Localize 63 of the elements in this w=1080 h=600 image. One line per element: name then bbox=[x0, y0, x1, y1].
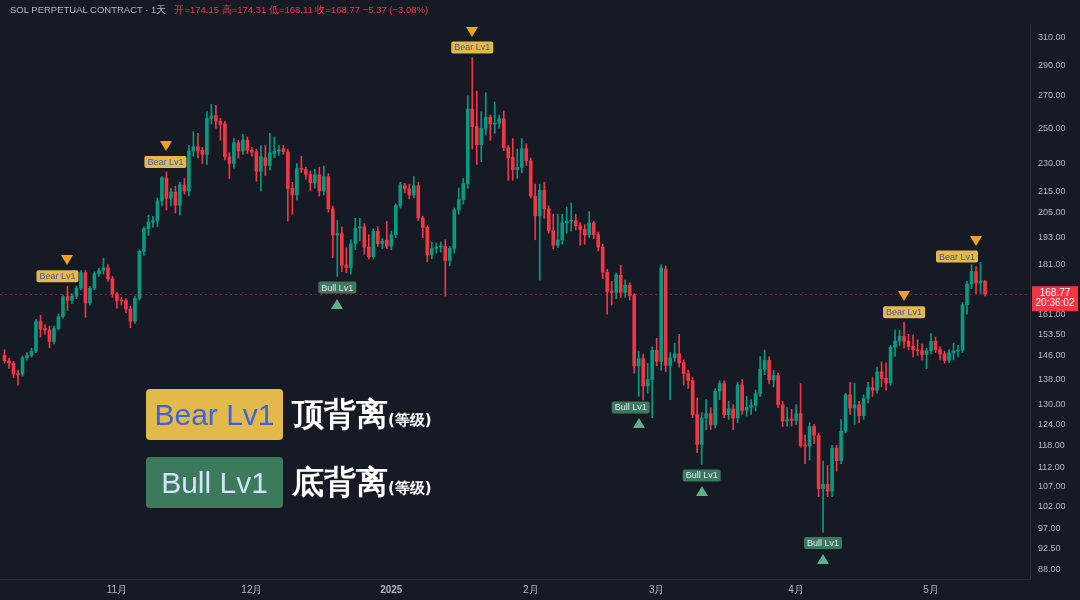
annotation: 底背离(等级) bbox=[292, 462, 432, 501]
annotation: Bear Lv1 bbox=[146, 389, 283, 440]
annotation: Bear Lv1 bbox=[939, 251, 976, 262]
candlestick bbox=[704, 399, 708, 430]
chart-subtitle: 开=174.15 高=174.31 低=168.11 收=168.77 −5.37 (−3.08%) bbox=[174, 4, 429, 15]
y-tick-label: 193.00 bbox=[1038, 232, 1066, 243]
annotation: Bull Lv1 bbox=[614, 402, 647, 413]
y-tick-label: 138.00 bbox=[1038, 373, 1066, 384]
x-tick-label: 2025 bbox=[380, 583, 403, 595]
candlestick bbox=[893, 329, 897, 357]
candlestick bbox=[668, 352, 673, 400]
x-tick-label: 12月 bbox=[241, 583, 263, 595]
y-tick-label: 230.00 bbox=[1038, 157, 1066, 168]
y-tick-label: 102.00 bbox=[1038, 501, 1066, 512]
ref-line-label: 168.77 20:36:02 bbox=[1035, 286, 1075, 308]
x-tick-label: 5月 bbox=[923, 583, 939, 595]
candlestick bbox=[43, 324, 47, 335]
x-tick-label: 11月 bbox=[106, 583, 128, 595]
x-tick-label: 2月 bbox=[522, 583, 539, 595]
chart-title: SOL PERPETUAL CONTRACT · 1天 bbox=[10, 4, 167, 15]
candlestick bbox=[384, 221, 389, 249]
annotation: Bear Lv1 bbox=[39, 271, 76, 282]
candlestick bbox=[636, 351, 641, 397]
annotation: 顶背离(等级) bbox=[292, 394, 432, 433]
y-tick-label: 181.00 bbox=[1038, 259, 1066, 270]
y-tick-label: 146.00 bbox=[1038, 349, 1066, 360]
candlestick bbox=[911, 334, 915, 358]
y-tick-label: 130.00 bbox=[1038, 398, 1066, 409]
y-tick-label: 250.00 bbox=[1038, 122, 1066, 133]
candlestick bbox=[515, 148, 520, 179]
candlestick bbox=[555, 213, 560, 248]
y-tick-label: 124.00 bbox=[1038, 418, 1066, 429]
annotation: Bull Lv1 bbox=[807, 538, 840, 549]
candlestick bbox=[884, 362, 888, 391]
y-tick-label: 112.00 bbox=[1038, 461, 1065, 472]
candlestick bbox=[821, 460, 825, 533]
y-tick-label: 215.00 bbox=[1038, 186, 1066, 197]
y-tick-label: 205.00 bbox=[1038, 206, 1066, 217]
y-tick-label: 153.50 bbox=[1038, 328, 1066, 339]
annotation: Bear Lv1 bbox=[147, 157, 184, 168]
candlestick bbox=[902, 322, 906, 349]
y-tick-label: 97.00 bbox=[1038, 522, 1061, 533]
y-tick-label: 161.00 bbox=[1038, 308, 1066, 319]
candlestick bbox=[470, 57, 475, 150]
y-tick-label: 92.50 bbox=[1038, 542, 1061, 553]
y-tick-label: 88.00 bbox=[1038, 563, 1061, 574]
y-tick-label: 310.00 bbox=[1038, 31, 1066, 42]
candlestick bbox=[785, 407, 789, 427]
annotation: Bull Lv1 bbox=[321, 282, 354, 293]
y-tick-label: 270.00 bbox=[1038, 90, 1066, 101]
y-tick-label: 290.00 bbox=[1038, 60, 1066, 71]
y-tick-label: 107.00 bbox=[1038, 481, 1066, 492]
annotation: Bull Lv1 bbox=[685, 470, 718, 481]
y-tick-label: 118.00 bbox=[1038, 439, 1065, 450]
candlestick bbox=[196, 133, 200, 159]
candlestick bbox=[358, 217, 362, 242]
annotation: Bear Lv1 bbox=[454, 42, 491, 53]
annotation: Bull Lv1 bbox=[146, 457, 283, 508]
x-tick-label: 4月 bbox=[788, 583, 804, 595]
x-tick-label: 3月 bbox=[648, 583, 665, 595]
candlestick bbox=[672, 342, 677, 362]
candlestick bbox=[569, 202, 574, 232]
annotation: Bear Lv1 bbox=[886, 307, 923, 318]
